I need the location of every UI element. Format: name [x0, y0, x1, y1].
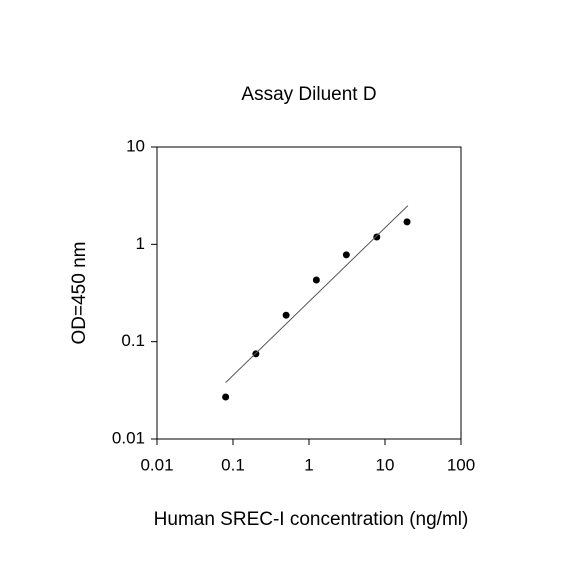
fit-line [225, 205, 409, 383]
y-tick-label: 0.01 [112, 428, 145, 447]
data-point [222, 393, 230, 401]
y-tick-label: 0.1 [121, 331, 145, 350]
x-tick-label: 1 [304, 455, 313, 474]
y-tick-label: 1 [136, 234, 145, 253]
data-point [312, 276, 320, 284]
x-tick-label: 0.1 [221, 455, 245, 474]
data-point [282, 311, 290, 319]
data-point [403, 218, 411, 226]
y-tick-label: 10 [126, 136, 145, 155]
x-tick-label: 0.01 [140, 455, 173, 474]
y-axis-label: OD=450 nm [69, 242, 90, 345]
x-tick-label: 10 [376, 455, 395, 474]
data-point [373, 233, 381, 241]
x-tick-label: 100 [447, 455, 475, 474]
data-point [342, 251, 350, 259]
chart-title: Assay Diluent D [241, 84, 376, 105]
x-axis-label: Human SREC-I concentration (ng/ml) [154, 509, 469, 530]
